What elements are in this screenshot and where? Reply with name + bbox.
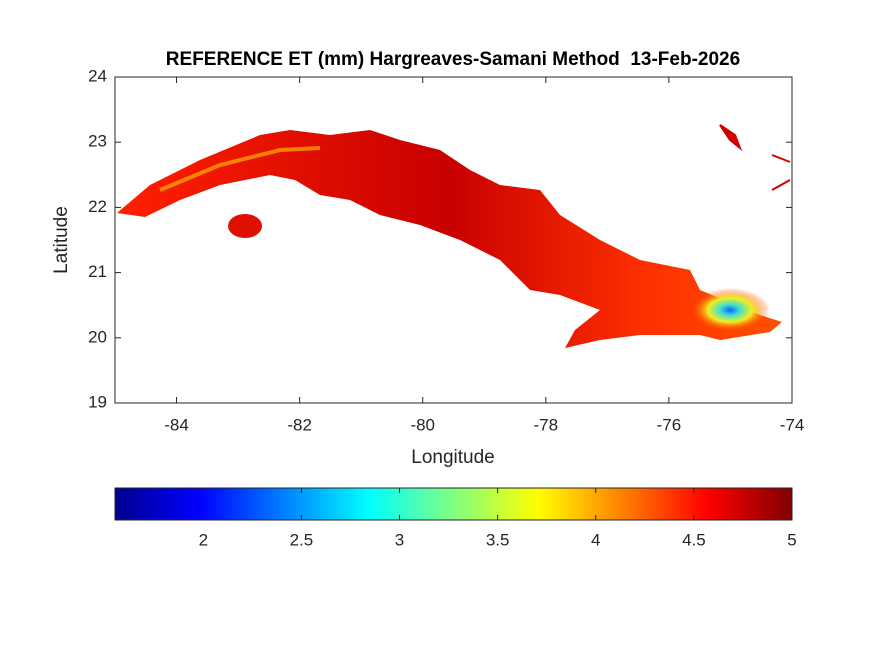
colorbar-tick-label: 2.5 [290,530,314,549]
colorbar [114,487,793,521]
colorbar-tick-label: 2 [199,530,208,549]
colorbar-tick-label: 4.5 [682,530,706,549]
x-tick-label: -82 [287,415,312,434]
axes-box [114,76,793,404]
heat-spot [690,288,770,332]
x-tick-label: -74 [780,415,805,434]
x-tick-label: -84 [164,415,189,434]
chart-title: REFERENCE ET (mm) Hargreaves-Samani Meth… [166,49,740,70]
heat-band [159,146,321,192]
y-tick-label: 23 [88,132,107,151]
cuba-map [117,124,791,348]
colorbar-tick-label: 3.5 [486,530,510,549]
isle-of-youth [228,214,262,238]
colorbar-tick-label: 5 [787,530,796,549]
x-tick-label: -78 [534,415,559,434]
y-axis-label: Latitude [51,206,72,274]
y-tick-label: 19 [88,392,107,411]
y-tick-label: 24 [88,66,107,85]
y-tick-label: 21 [88,262,107,281]
colorbar-tick-label: 4 [591,530,600,549]
x-tick-label: -80 [410,415,435,434]
x-axis-label: Longitude [411,447,494,468]
y-tick-label: 22 [88,197,107,216]
y-tick-label: 20 [88,327,107,346]
main-island [117,130,782,348]
x-tick-label: -76 [657,415,682,434]
islets [719,124,791,191]
plot-area [115,77,792,403]
colorbar-tick-label: 3 [395,530,404,549]
